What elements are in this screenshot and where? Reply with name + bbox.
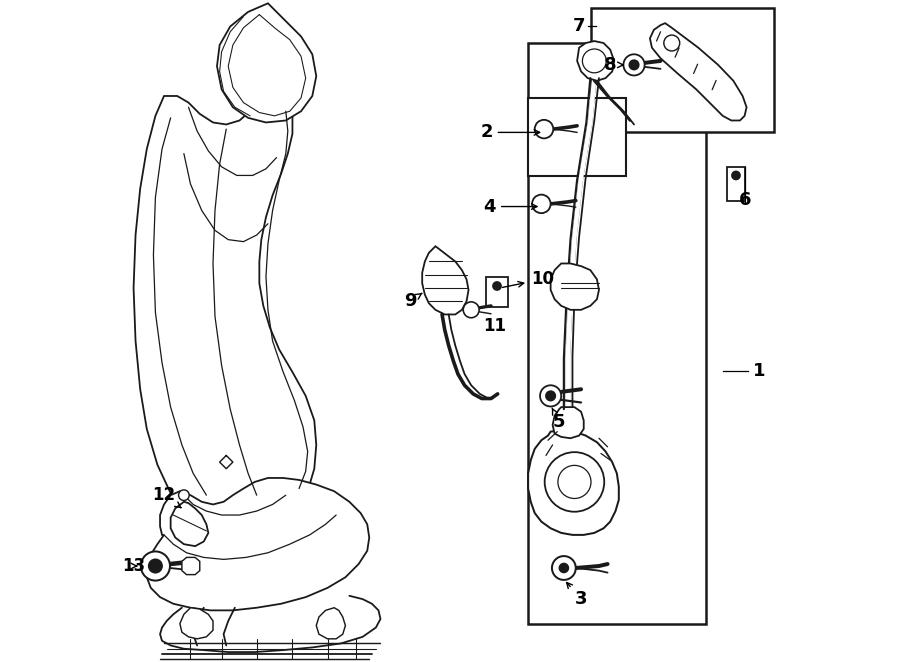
Circle shape — [140, 551, 170, 581]
Circle shape — [148, 559, 162, 573]
Circle shape — [178, 490, 189, 500]
Polygon shape — [182, 557, 200, 575]
Circle shape — [493, 282, 501, 290]
Circle shape — [546, 391, 555, 401]
Bar — [528, 98, 626, 176]
Polygon shape — [180, 608, 213, 639]
Circle shape — [540, 385, 562, 406]
Bar — [528, 43, 706, 624]
Circle shape — [535, 120, 554, 138]
Text: 12: 12 — [152, 486, 181, 508]
Circle shape — [552, 556, 576, 580]
Circle shape — [559, 563, 569, 573]
Polygon shape — [551, 263, 598, 310]
Bar — [726, 167, 745, 201]
Polygon shape — [422, 246, 469, 314]
Polygon shape — [577, 41, 614, 81]
Polygon shape — [316, 608, 346, 639]
Circle shape — [532, 195, 551, 213]
Text: 6: 6 — [739, 191, 752, 209]
Bar — [591, 8, 774, 132]
Circle shape — [664, 35, 680, 51]
Polygon shape — [553, 407, 584, 438]
Circle shape — [544, 452, 604, 512]
Text: 1: 1 — [753, 361, 766, 380]
Text: 13: 13 — [122, 557, 145, 575]
Text: 2: 2 — [481, 123, 540, 142]
Text: 8: 8 — [604, 56, 623, 74]
Text: 7: 7 — [572, 17, 585, 36]
Text: 5: 5 — [552, 408, 565, 432]
Circle shape — [582, 49, 607, 73]
Polygon shape — [528, 430, 619, 535]
Circle shape — [629, 60, 639, 70]
Polygon shape — [217, 3, 316, 122]
Polygon shape — [133, 85, 316, 535]
Circle shape — [732, 171, 740, 179]
Polygon shape — [147, 478, 369, 610]
Text: 9: 9 — [404, 292, 422, 310]
Text: 3: 3 — [567, 583, 588, 608]
Bar — [486, 277, 508, 307]
Circle shape — [558, 465, 591, 498]
Text: 11: 11 — [483, 316, 507, 335]
Circle shape — [464, 302, 479, 318]
Circle shape — [624, 54, 644, 75]
Polygon shape — [650, 23, 747, 120]
Polygon shape — [171, 502, 209, 546]
Text: 10: 10 — [502, 270, 554, 289]
Text: 4: 4 — [483, 197, 537, 216]
